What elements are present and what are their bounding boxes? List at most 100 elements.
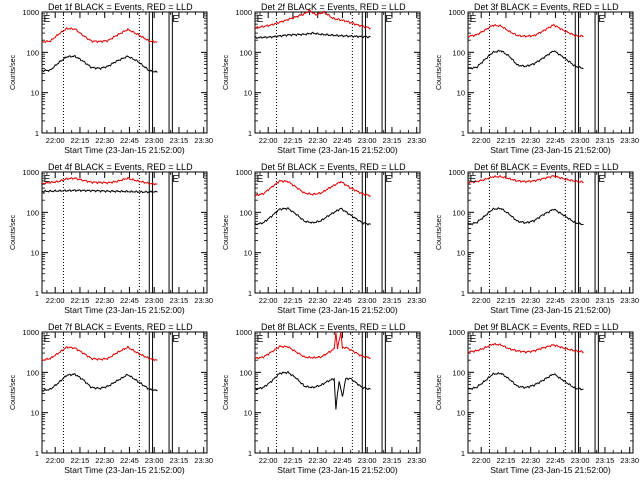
plot-frame: [41, 171, 208, 294]
y-tick-label: 100: [239, 368, 252, 377]
series-events-line: [467, 49, 584, 70]
y-tick-label: 1: [248, 289, 252, 298]
panel-6: Det 6f BLACK = Events, RED = LLD 1 10 100 10…: [436, 162, 639, 315]
plot-frame: [254, 331, 421, 454]
y-tick-label: 1000: [235, 328, 252, 337]
y-tick-label: 1: [248, 449, 252, 458]
panel-title: Det 7f BLACK = Events, RED = LLD: [48, 322, 193, 332]
panel-title: Det 3f BLACK = Events, RED = LLD: [474, 2, 619, 12]
y-tick-label: 1: [35, 449, 39, 458]
series-lld-line: [467, 342, 584, 354]
x-axis-title: Start Time (23-Jan-15 21:52:00): [64, 465, 185, 475]
y-tick-label: 10: [31, 89, 39, 98]
event-flag: E: [385, 174, 392, 185]
series-events-line: [254, 31, 371, 39]
event-flag: E: [598, 14, 605, 25]
panel-title: Det 4f BLACK = Events, RED = LLD: [48, 162, 193, 172]
y-axis-title: Counts/sec: [10, 374, 17, 410]
y-tick-label: 100: [26, 48, 39, 57]
x-tick-label: 22:30: [521, 296, 540, 305]
x-tick-label: 22:15: [497, 456, 516, 465]
x-tick-label: 22:30: [521, 456, 540, 465]
x-tick-label: 22:00: [46, 456, 65, 465]
event-flag: E: [172, 174, 179, 185]
panel-3: Det 3f BLACK = Events, RED = LLD 1 10 100 10…: [436, 2, 639, 155]
series-lld-line: [41, 26, 158, 44]
panel-9: Det 9f BLACK = Events, RED = LLD 1 10 100 10…: [436, 322, 639, 475]
x-tick-label: 22:00: [259, 136, 278, 145]
x-tick-label: 22:00: [46, 296, 65, 305]
event-flag: E: [257, 334, 264, 345]
panel-7: Det 7f BLACK = Events, RED = LLD 1 10 100 10…: [10, 322, 213, 475]
x-axis-title: Start Time (23-Jan-15 21:52:00): [64, 145, 185, 155]
y-tick-label: 10: [244, 409, 252, 418]
series-lld-line: [254, 332, 371, 360]
event-flag: E: [598, 174, 605, 185]
x-tick-label: 23:15: [596, 136, 615, 145]
y-tick-label: 100: [239, 48, 252, 57]
x-tick-label: 23:15: [596, 456, 615, 465]
panel-title: Det 1f BLACK = Events, RED = LLD: [48, 2, 193, 12]
event-flag: E: [44, 334, 51, 345]
y-axis-title: Counts/sec: [10, 214, 17, 250]
event-flag: E: [598, 334, 605, 345]
x-axis-title: Start Time (23-Jan-15 21:52:00): [64, 305, 185, 315]
series-events-line: [467, 207, 584, 226]
x-tick-label: 22:45: [120, 136, 139, 145]
x-axis-title: Start Time (23-Jan-15 21:52:00): [490, 145, 611, 155]
x-tick-label: 22:00: [259, 296, 278, 305]
panel-title: Det 6f BLACK = Events, RED = LLD: [474, 162, 619, 172]
x-tick-label: 22:30: [95, 296, 114, 305]
event-flag: E: [470, 174, 477, 185]
y-tick-label: 1: [248, 129, 252, 138]
event-flag: E: [257, 14, 264, 25]
x-tick-label: 22:45: [120, 296, 139, 305]
x-tick-label: 23:00: [571, 296, 590, 305]
panel-2: Det 2f BLACK = Events, RED = LLD 1 10 100 10…: [223, 2, 426, 155]
x-tick-label: 22:45: [333, 456, 352, 465]
x-tick-label: 22:15: [497, 136, 516, 145]
x-tick-label: 23:30: [620, 136, 639, 145]
y-axis-title: Counts/sec: [436, 214, 443, 250]
series-lld-line: [41, 177, 158, 186]
x-tick-label: 23:15: [170, 456, 189, 465]
y-tick-label: 10: [457, 409, 465, 418]
plot-frame: [254, 171, 421, 294]
x-axis-title: Start Time (23-Jan-15 21:52:00): [490, 465, 611, 475]
x-tick-label: 23:15: [596, 296, 615, 305]
x-axis-title: Start Time (23-Jan-15 21:52:00): [277, 465, 398, 475]
x-tick-label: 23:15: [383, 136, 402, 145]
y-tick-label: 1: [35, 129, 39, 138]
x-tick-label: 22:45: [120, 456, 139, 465]
x-tick-label: 23:30: [407, 296, 426, 305]
series-events-line: [254, 206, 371, 226]
x-tick-label: 22:15: [71, 296, 90, 305]
x-tick-label: 22:30: [521, 136, 540, 145]
x-tick-label: 23:30: [620, 456, 639, 465]
series-events-line: [254, 370, 371, 410]
y-axis-title: Counts/sec: [436, 374, 443, 410]
y-tick-label: 1000: [448, 328, 465, 337]
x-tick-label: 22:30: [308, 296, 327, 305]
x-tick-label: 23:15: [383, 296, 402, 305]
x-tick-label: 23:30: [407, 456, 426, 465]
y-axis-title: Counts/sec: [10, 54, 17, 90]
x-tick-label: 23:00: [358, 296, 377, 305]
x-tick-label: 22:15: [71, 456, 90, 465]
panel-4: Det 4f BLACK = Events, RED = LLD 1 10 100 10…: [10, 162, 213, 315]
x-tick-label: 23:00: [358, 456, 377, 465]
series-lld-line: [467, 174, 584, 185]
x-tick-label: 22:15: [284, 296, 303, 305]
series-lld-line: [41, 345, 158, 362]
panel-8: Det 8f BLACK = Events, RED = LLD 1 10 100 10…: [223, 322, 426, 475]
y-tick-label: 10: [457, 249, 465, 258]
y-tick-label: 1: [461, 129, 465, 138]
y-tick-label: 100: [239, 208, 252, 217]
x-tick-label: 22:00: [472, 136, 491, 145]
panel-title: Det 5f BLACK = Events, RED = LLD: [261, 162, 406, 172]
y-axis-title: Counts/sec: [223, 54, 230, 90]
y-tick-label: 1: [35, 289, 39, 298]
y-tick-label: 10: [244, 89, 252, 98]
x-tick-label: 22:45: [546, 136, 565, 145]
y-tick-label: 1: [461, 289, 465, 298]
